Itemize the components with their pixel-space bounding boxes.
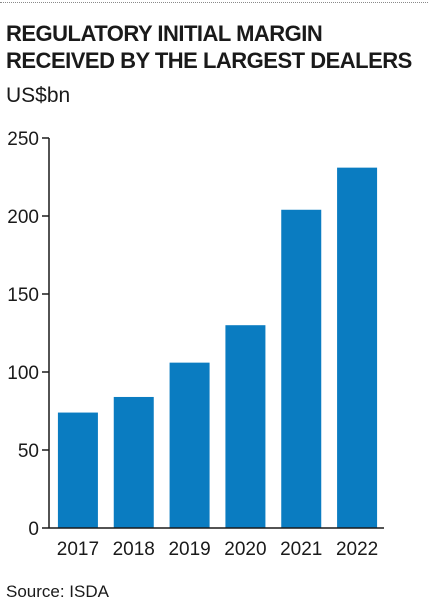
y-tick-label: 250 <box>7 129 39 150</box>
chart-unit-label: US$bn <box>6 84 71 107</box>
x-tick-label-2020: 2020 <box>224 539 266 560</box>
bar-chart: 0 50 100 150 200 250 2017 2018 2019 2020 2021 2022 <box>7 129 384 560</box>
source-note: Source: ISDA <box>6 582 109 601</box>
y-tick-label: 50 <box>18 441 39 462</box>
y-tick-label: 150 <box>7 285 39 306</box>
bar-2018 <box>113 396 154 528</box>
y-tick-label: 0 <box>28 519 39 540</box>
bars <box>57 167 378 528</box>
chart-title-line-2: RECEIVED BY THE LARGEST DEALERS <box>6 48 412 73</box>
bar-2017 <box>57 412 98 528</box>
y-tick-label: 200 <box>7 207 39 228</box>
x-tick-label-2017: 2017 <box>57 539 99 560</box>
bar-2020 <box>225 325 266 528</box>
top-dotted-rule <box>0 2 428 3</box>
x-tick-label-2021: 2021 <box>280 539 322 560</box>
x-tick-label-2018: 2018 <box>113 539 155 560</box>
bar-2019 <box>169 362 210 528</box>
chart-title: REGULATORY INITIAL MARGIN RECEIVED BY TH… <box>6 20 424 74</box>
y-axis-ticks: 0 50 100 150 200 250 <box>7 129 49 540</box>
x-tick-label-2019: 2019 <box>168 539 210 560</box>
x-axis-labels: 2017 2018 2019 2020 2021 2022 <box>57 539 378 560</box>
bar-2022 <box>337 167 378 528</box>
chart-title-line-1: REGULATORY INITIAL MARGIN <box>6 21 323 46</box>
y-tick-label: 100 <box>7 363 39 384</box>
x-tick-label-2022: 2022 <box>336 539 378 560</box>
bar-2021 <box>281 209 322 528</box>
